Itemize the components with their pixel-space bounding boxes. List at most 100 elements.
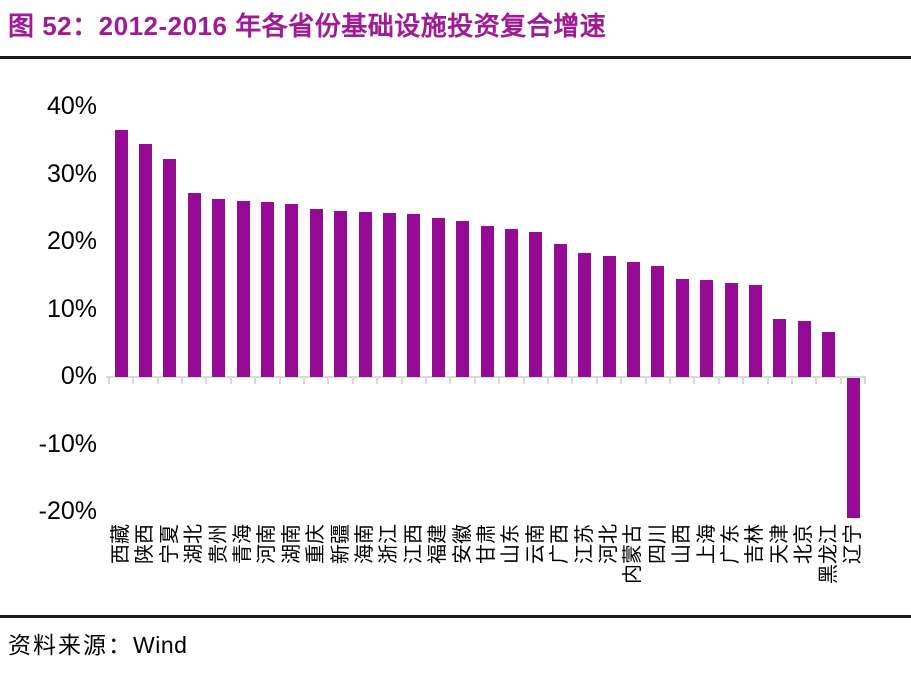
bar xyxy=(504,229,518,377)
bar xyxy=(260,202,274,377)
bar xyxy=(285,203,299,377)
x-axis-category-label: 湖南 xyxy=(280,524,303,564)
bar xyxy=(773,318,787,377)
x-axis-tick xyxy=(644,377,647,384)
x-axis-tick xyxy=(425,377,427,384)
bar xyxy=(748,285,762,377)
x-axis-category-label: 辽宁 xyxy=(842,524,864,564)
x-axis-tick xyxy=(839,377,842,384)
x-axis-category-label: 甘肃 xyxy=(476,524,498,564)
x-axis-category-label: 黑龙江 xyxy=(817,524,840,584)
bar xyxy=(163,158,177,377)
y-axis-tick-label: 30% xyxy=(46,159,97,188)
figure-title: 图 52：2012-2016 年各省份基础设施投资复合增速 xyxy=(8,11,607,41)
x-axis-tick xyxy=(766,377,769,384)
x-axis-category-label: 天津 xyxy=(768,524,791,564)
x-axis-tick xyxy=(278,377,281,384)
x-axis-tick xyxy=(156,377,159,384)
bar xyxy=(334,210,348,377)
x-axis-category-label: 宁夏 xyxy=(158,524,181,564)
bar xyxy=(456,221,470,377)
x-axis-category-label: 西藏 xyxy=(110,524,132,564)
x-axis-tick xyxy=(449,377,452,384)
bar xyxy=(651,266,665,377)
bar xyxy=(309,208,323,377)
x-axis-category-label: 青海 xyxy=(232,524,254,564)
y-axis-tick-label: 20% xyxy=(46,227,97,255)
x-axis-category-label: 上海 xyxy=(695,524,718,564)
bar xyxy=(431,217,445,377)
bar xyxy=(797,320,811,377)
x-axis-category-label: 山西 xyxy=(671,524,694,564)
x-axis-tick xyxy=(595,377,598,384)
x-axis-tick xyxy=(547,377,549,384)
y-axis-tick-label: 10% xyxy=(46,294,97,323)
x-axis-tick xyxy=(376,377,379,384)
x-axis-tick xyxy=(400,377,403,384)
x-axis-category-label: 福建 xyxy=(427,524,450,564)
bar xyxy=(236,200,250,377)
x-axis-tick xyxy=(620,377,623,384)
x-axis-category-label: 吉林 xyxy=(744,524,767,564)
bar xyxy=(529,231,543,377)
x-axis-tick xyxy=(205,377,208,384)
x-axis-category-label: 广东 xyxy=(720,524,742,564)
x-axis-tick xyxy=(498,377,501,384)
x-axis-category-label: 内蒙古 xyxy=(622,524,645,584)
x-axis-line xyxy=(106,376,866,378)
bar xyxy=(822,331,836,377)
x-axis-category-label: 江西 xyxy=(402,524,425,564)
x-axis-tick xyxy=(522,377,525,384)
x-axis-tick xyxy=(351,377,354,384)
footer-divider xyxy=(0,615,911,618)
x-axis-tick xyxy=(791,377,793,384)
bar xyxy=(382,212,396,377)
x-axis-tick xyxy=(717,377,720,384)
bar xyxy=(724,283,738,377)
x-axis-category-label: 贵州 xyxy=(207,524,230,564)
x-axis-tick xyxy=(327,377,330,384)
x-axis-tick xyxy=(864,377,867,384)
x-axis-category-label: 北京 xyxy=(793,524,816,564)
bar xyxy=(480,226,494,377)
source-value: Wind xyxy=(133,632,188,658)
x-axis-category-label: 广西 xyxy=(549,524,572,564)
bar xyxy=(553,244,567,377)
bar xyxy=(358,212,372,377)
x-axis-category-label: 山东 xyxy=(500,524,523,564)
x-axis-category-label: 河北 xyxy=(598,524,620,564)
bar xyxy=(626,262,640,377)
x-axis-category-label: 江苏 xyxy=(573,524,596,564)
x-axis-category-label: 陕西 xyxy=(134,524,157,564)
x-axis-tick xyxy=(571,377,574,384)
y-axis-tick-label: -20% xyxy=(38,497,97,525)
x-axis-category-label: 新疆 xyxy=(329,524,352,564)
x-axis-tick xyxy=(229,377,232,384)
y-axis-tick-label: 40% xyxy=(46,92,97,120)
x-axis-tick xyxy=(742,377,745,384)
bar xyxy=(578,252,592,377)
x-axis-category-label: 安徽 xyxy=(451,524,474,564)
bar xyxy=(138,144,152,377)
x-axis-category-label: 浙江 xyxy=(378,524,401,564)
x-axis-tick xyxy=(181,377,183,384)
x-axis-tick xyxy=(473,377,476,384)
title-underline xyxy=(0,56,911,59)
bar xyxy=(846,378,860,518)
x-axis-category-label: 湖北 xyxy=(183,524,206,564)
x-axis-tick xyxy=(693,377,696,384)
bar xyxy=(602,256,616,377)
x-axis-tick xyxy=(254,377,257,384)
bar xyxy=(187,193,201,377)
x-axis-tick xyxy=(303,377,305,384)
bar xyxy=(675,279,689,377)
y-axis-tick-label: 0% xyxy=(60,362,97,390)
bar xyxy=(407,213,421,377)
bar xyxy=(114,129,128,377)
source-label: 资料来源： xyxy=(8,633,133,658)
x-axis-tick xyxy=(107,377,110,384)
bar xyxy=(212,199,226,377)
x-axis-category-label: 重庆 xyxy=(305,524,328,564)
